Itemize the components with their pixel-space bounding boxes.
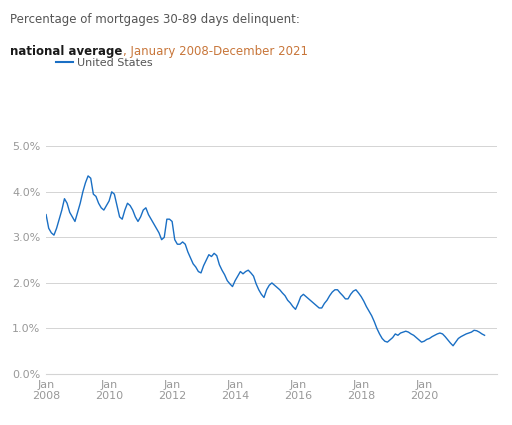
Text: , January 2008-December 2021: , January 2008-December 2021 [122, 45, 308, 58]
Text: Percentage of mortgages 30-89 days delinquent:: Percentage of mortgages 30-89 days delin… [10, 13, 300, 26]
Legend: United States: United States [52, 53, 157, 72]
Text: national average: national average [10, 45, 122, 58]
